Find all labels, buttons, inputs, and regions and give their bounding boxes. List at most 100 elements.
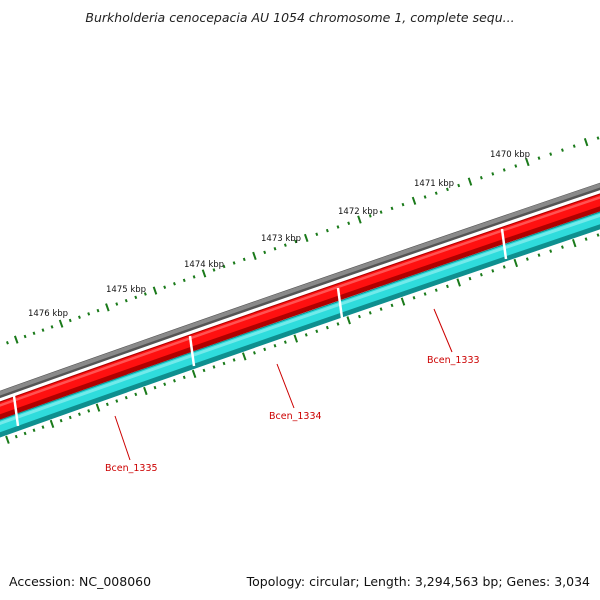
minor-tick [423,195,427,199]
scale-label-1473: 1473 kbp [261,234,301,244]
minor-tick [479,176,483,180]
major-tick [400,297,406,306]
minor-tick [232,261,236,265]
major-tick [49,419,55,429]
scale-label-1472: 1472 kbp [338,207,378,217]
minor-tick [115,302,119,306]
major-tick [303,233,309,243]
minor-tick [163,382,167,386]
gene-label-bcen-1333[interactable]: Bcen_1333 [427,355,480,366]
minor-tick [78,315,81,319]
gene-label-bcen-1334[interactable]: Bcen_1334 [269,411,322,422]
minor-tick [115,399,119,403]
minor-tick [379,210,383,214]
minor-tick [192,275,196,279]
scale-label-1476: 1476 kbp [28,309,68,319]
minor-tick [561,245,564,249]
minor-tick [182,278,186,283]
minor-tick [59,418,63,423]
major-tick [191,369,197,379]
minor-tick [163,285,167,289]
minor-tick [68,415,72,420]
minor-tick [124,395,128,400]
minor-tick [479,273,483,277]
minor-tick [368,214,372,218]
minor-tick [572,144,576,148]
outer-scale-ticks [0,136,600,348]
minor-tick [434,191,438,195]
sequence-backbone [0,182,600,399]
major-tick [95,403,101,412]
minor-tick [41,328,45,332]
minor-tick [202,368,206,373]
minor-tick [537,253,541,257]
minor-tick [468,276,472,281]
major-tick [467,177,473,186]
major-tick [105,303,110,312]
minor-tick [32,428,36,433]
minor-tick [182,375,186,380]
gene-label-bcen-1335[interactable]: Bcen_1335 [105,463,158,474]
major-tick [201,269,207,278]
minor-tick [446,187,449,192]
minor-tick [124,298,128,303]
scale-label-1474: 1474 kbp [184,260,224,270]
minor-tick [537,156,541,160]
minor-tick [41,425,45,429]
minor-tick [87,409,91,413]
minor-tick [596,136,600,140]
major-tick [293,334,299,343]
minor-tick [325,228,329,233]
minor-tick [212,268,216,272]
minor-tick [336,225,340,229]
minor-tick [347,221,351,226]
minor-tick [379,307,383,311]
minor-tick [502,168,506,172]
minor-tick [87,312,91,316]
gene-boundaries [12,228,508,427]
minor-tick [78,412,81,416]
minor-tick [50,325,54,329]
major-tick [411,196,417,205]
minor-tick [283,243,287,247]
minor-tick [283,340,287,344]
minor-tick [173,282,176,286]
major-tick [513,258,519,268]
minor-tick [105,402,109,407]
minor-tick [212,365,216,369]
major-tick [5,435,10,444]
major-tick [456,278,461,287]
inner-scale-ticks [0,233,600,445]
minor-tick [294,239,298,244]
major-tick [525,157,530,167]
minor-tick [491,172,495,176]
minor-tick [273,344,277,348]
minor-tick [549,249,553,253]
major-tick [152,286,158,295]
minor-tick [14,434,18,439]
minor-tick [390,303,394,308]
map-title: Burkholderia cenocepacia AU 1054 chromos… [85,10,514,25]
major-tick [357,215,362,224]
scale-label-1475: 1475 kbp [106,285,146,295]
minor-tick [491,269,495,273]
minor-tick [23,334,27,339]
minor-tick [412,296,416,300]
minor-tick [584,237,588,241]
minor-tick [253,351,256,355]
major-tick [58,319,64,328]
minor-tick [263,347,267,352]
minor-tick [596,233,600,237]
minor-tick [304,333,308,337]
minor-tick [525,257,529,261]
minor-tick [173,379,176,383]
minor-tick [23,431,27,436]
minor-tick [153,385,157,390]
major-tick [252,251,257,260]
minor-tick [514,164,518,168]
minor-tick [134,392,138,397]
reverse-strand-track [0,211,600,438]
major-tick [572,239,577,248]
minor-tick [549,152,553,156]
